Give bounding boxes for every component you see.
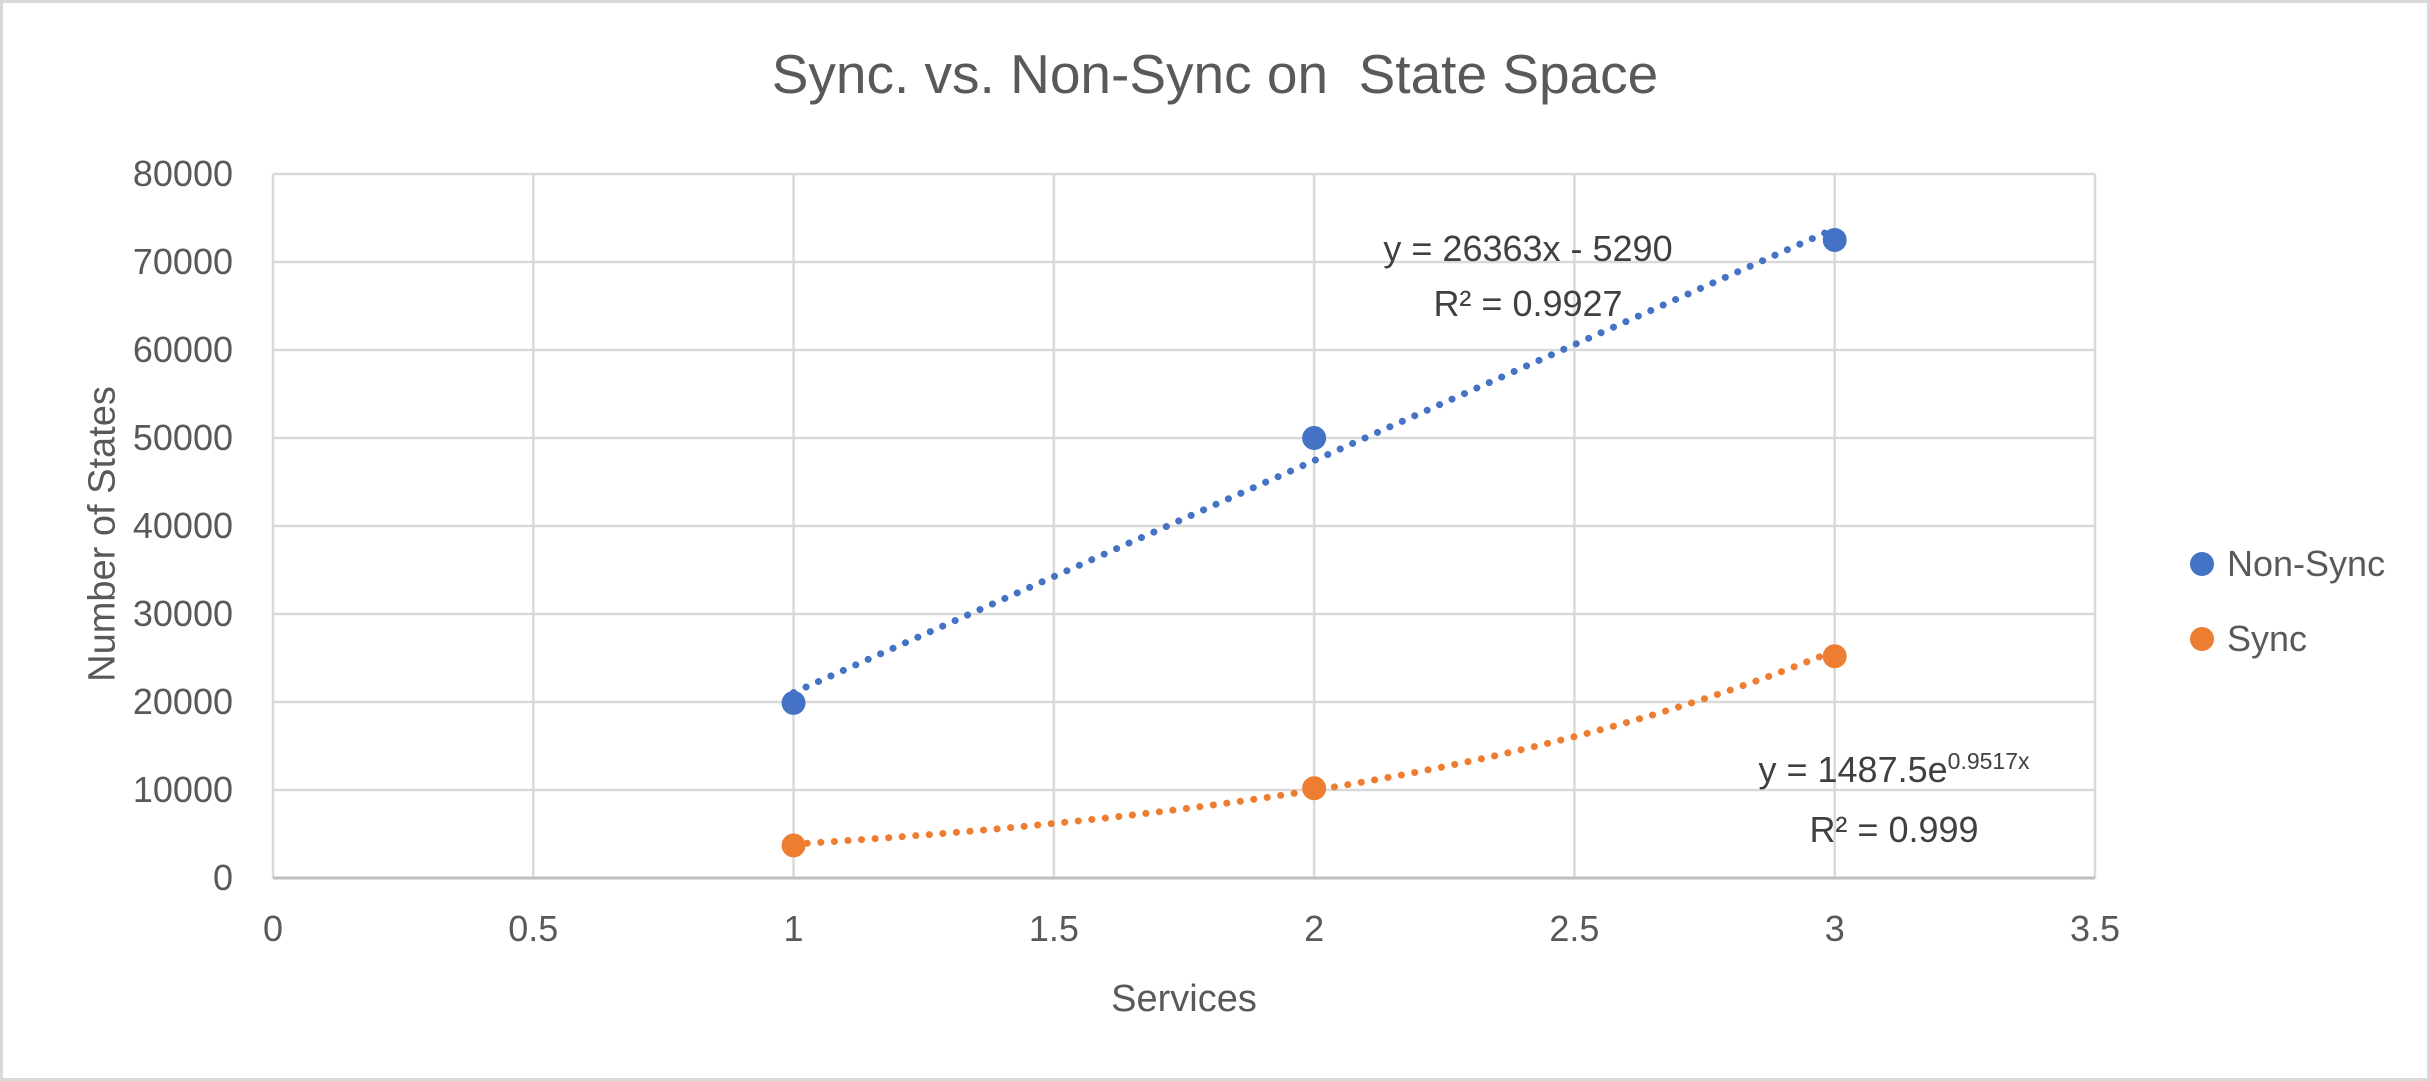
data-point-non-sync xyxy=(1302,426,1327,450)
legend-marker-non-sync xyxy=(2190,552,2214,576)
legend-label: Sync xyxy=(2227,618,2308,659)
x-tick-label: 3.5 xyxy=(2069,908,2121,949)
y-tick-label: 60000 xyxy=(132,329,233,370)
x-tick-label: 2 xyxy=(1304,908,1325,949)
y-tick-label: 30000 xyxy=(132,593,233,634)
plot-area xyxy=(271,172,2097,880)
legend-marker-sync xyxy=(2190,627,2214,651)
x-tick-label: 0.5 xyxy=(508,908,559,949)
trendline-label-sync: y = 1487.5e0.9517x R² = 0.999 xyxy=(1664,731,2124,860)
data-point-non-sync xyxy=(1822,228,1847,252)
y-tick-label: 70000 xyxy=(132,241,233,282)
y-tick-label: 80000 xyxy=(132,153,233,194)
legend: Non-Sync Sync xyxy=(2190,543,2385,660)
data-point-non-sync xyxy=(781,690,806,715)
legend-label: Non-Sync xyxy=(2227,543,2386,584)
trendline-sync xyxy=(790,647,1839,848)
legend-item-non-sync: Non-Sync xyxy=(2190,543,2385,585)
y-tick-label: 50000 xyxy=(132,417,233,458)
x-tick-label: 1.5 xyxy=(1028,908,1079,949)
trendline-equation-sync: y = 1487.5e0.9517x xyxy=(1758,748,2030,790)
data-point-sync xyxy=(1302,776,1327,801)
trendline-r2-non-sync: R² = 0.9927 xyxy=(1433,283,1623,324)
y-tick-label: 20000 xyxy=(132,681,233,722)
legend-item-sync: Sync xyxy=(2190,618,2385,660)
data-point-sync xyxy=(1822,644,1847,669)
x-tick-label: 2.5 xyxy=(1549,908,1600,949)
y-tick-label: 40000 xyxy=(132,505,233,546)
trendline-r2-sync: R² = 0.999 xyxy=(1809,809,1979,850)
trendline-non-sync xyxy=(790,225,1839,697)
y-tick-label: 10000 xyxy=(132,769,233,810)
x-axis-title: Services xyxy=(1111,978,1257,1020)
data-point-sync xyxy=(781,833,806,858)
trendline-equation-non-sync: y = 26363x - 5290 xyxy=(1383,228,1673,269)
x-tick-label: 3 xyxy=(1824,908,1845,949)
x-tick-label: 0 xyxy=(262,908,284,949)
y-tick-label: 0 xyxy=(212,857,233,898)
x-tick-label: 1 xyxy=(783,908,804,949)
trendline-label-non-sync: y = 26363x - 5290 R² = 0.9927 xyxy=(1318,221,1738,331)
chart-title: Sync. vs. Non-Sync on State Space xyxy=(771,43,1659,105)
